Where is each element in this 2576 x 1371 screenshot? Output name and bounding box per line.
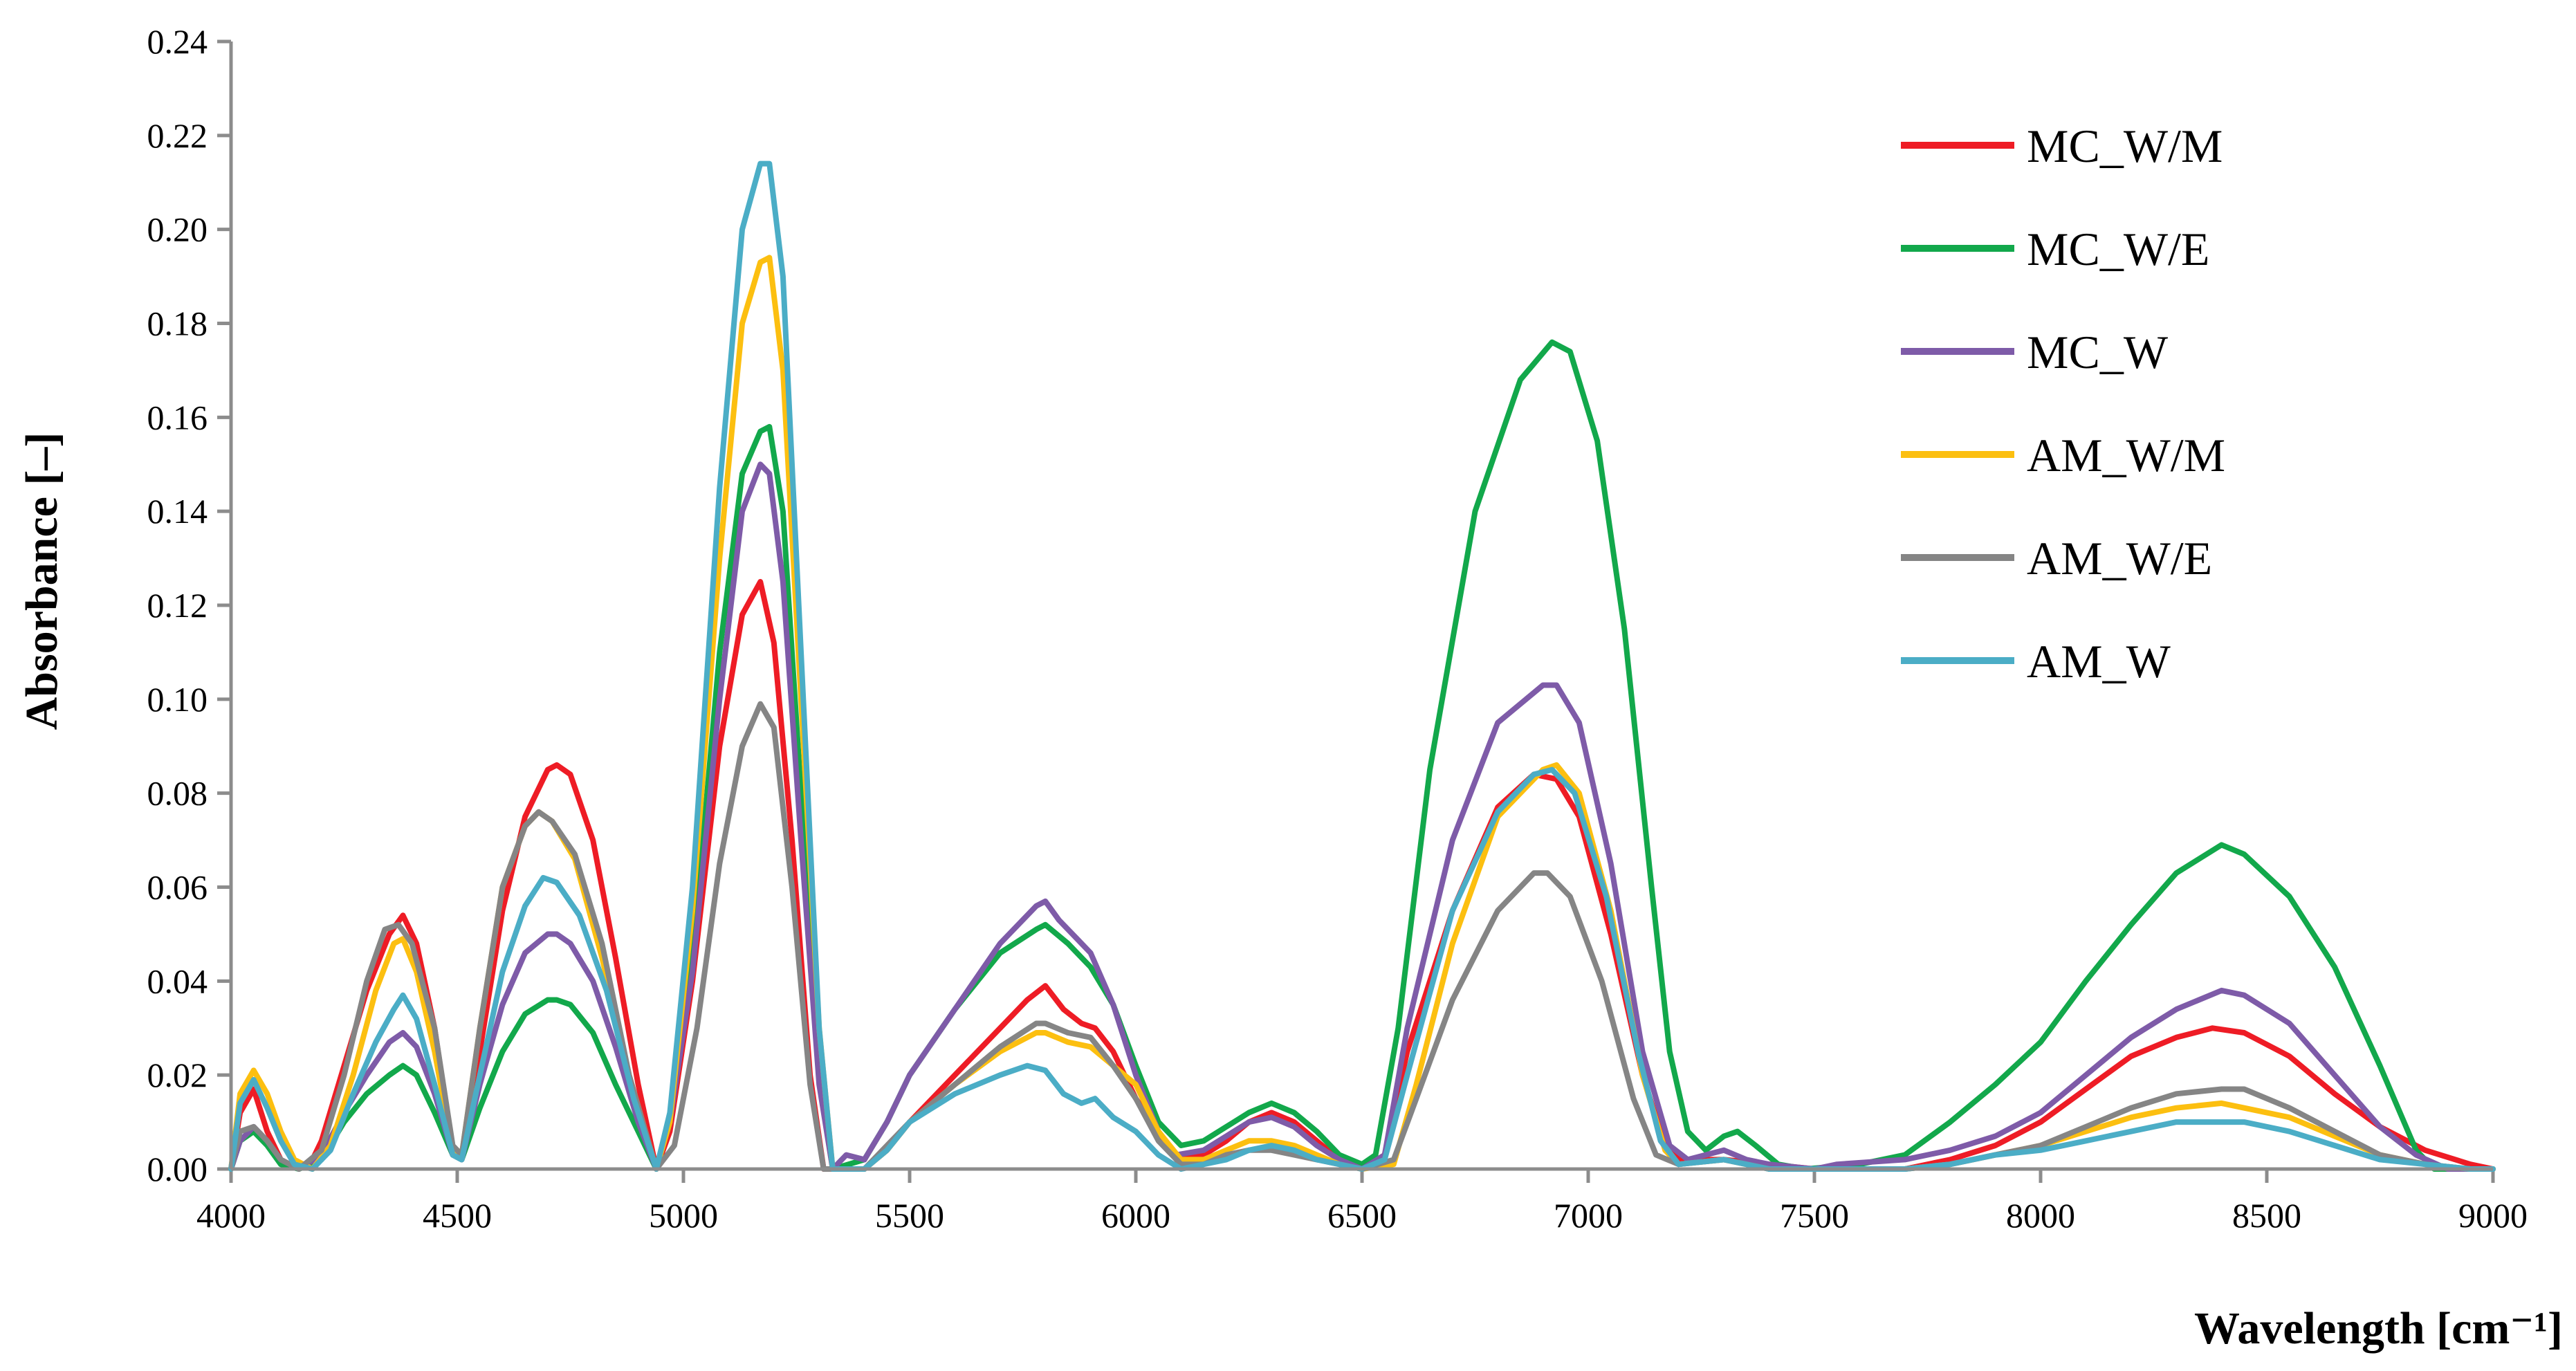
x-tick-label: 8000 (2006, 1196, 2075, 1235)
x-tick-label: 5000 (649, 1196, 718, 1235)
legend-label-am-w-e: AM_W/E (2027, 532, 2212, 585)
legend-label-am-w: AM_W (2027, 635, 2171, 688)
legend-label-mc-w-m: MC_W/M (2027, 120, 2223, 172)
x-tick-label: 6500 (1327, 1196, 1397, 1235)
y-tick-label: 0.04 (147, 961, 208, 1000)
x-tick-label: 4000 (196, 1196, 266, 1235)
x-axis-ticks: 4000 4500 5000 5500 6000 6500 7000 7500 8000 8500… (196, 1169, 2528, 1235)
x-axis-title: Wavelength [cm⁻¹] (2194, 1303, 2563, 1354)
y-tick-label: 0.16 (147, 398, 208, 436)
y-tick-label: 0.20 (147, 210, 208, 249)
y-axis-title: Absorbance [–] (17, 432, 67, 730)
x-tick-label: 7000 (1554, 1196, 1623, 1235)
x-tick-label: 8500 (2232, 1196, 2301, 1235)
x-tick-label: 9000 (2458, 1196, 2528, 1235)
y-tick-label: 0.22 (147, 116, 208, 155)
legend-label-am-w-m: AM_W/M (2027, 429, 2225, 481)
legend-label-mc-w-e: MC_W/E (2027, 223, 2209, 275)
y-tick-label: 0.06 (147, 868, 208, 907)
x-tick-label: 7500 (1780, 1196, 1849, 1235)
y-tick-label: 0.08 (147, 774, 208, 813)
x-tick-label: 4500 (423, 1196, 492, 1235)
y-tick-label: 0.00 (147, 1150, 208, 1188)
x-tick-label: 5500 (875, 1196, 944, 1235)
legend: MC_W/M MC_W/E MC_W AM_W/M AM_W/E AM_W (1901, 120, 2225, 688)
legend-label-mc-w: MC_W (2027, 326, 2169, 378)
x-tick-label: 6000 (1101, 1196, 1170, 1235)
y-tick-label: 0.02 (147, 1056, 208, 1094)
y-tick-label: 0.14 (147, 492, 208, 531)
y-tick-label: 0.24 (147, 22, 208, 61)
y-tick-label: 0.18 (147, 304, 208, 343)
y-tick-label: 0.10 (147, 680, 208, 719)
y-tick-label: 0.12 (147, 586, 208, 625)
series-line-am-w-m (228, 255, 2496, 1172)
y-axis-ticks: 0.00 0.02 0.04 0.06 0.08 0.10 0.12 0.14 0.16 0.18… (147, 22, 231, 1188)
